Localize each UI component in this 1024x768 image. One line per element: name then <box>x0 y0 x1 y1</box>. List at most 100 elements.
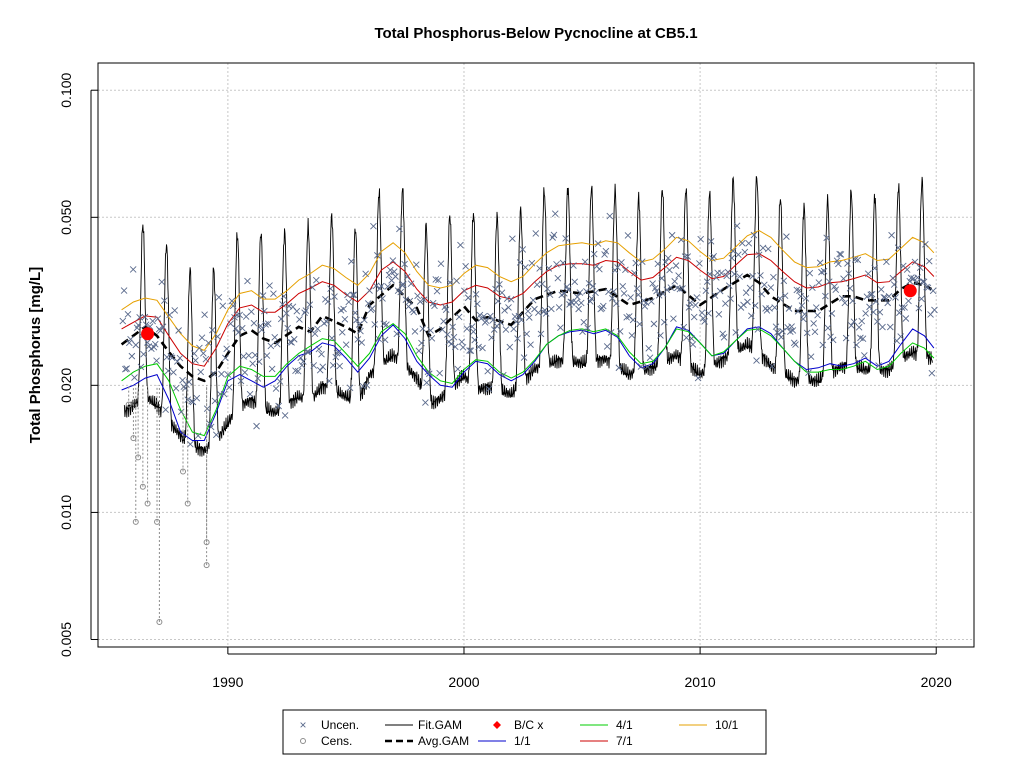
uncensored-point <box>198 334 206 341</box>
uncensored-point <box>918 295 925 303</box>
uncensored-point <box>122 365 129 373</box>
uncensored-point <box>537 330 545 338</box>
uncensored-point <box>799 315 807 323</box>
uncensored-point <box>199 349 207 357</box>
uncensored-point <box>668 231 676 239</box>
legend-d11-label: 1/1 <box>514 734 531 748</box>
series-fit-gam-line <box>123 175 933 457</box>
uncensored-point <box>898 304 906 311</box>
uncensored-point <box>744 298 751 306</box>
uncensored-point <box>624 232 632 239</box>
uncensored-point <box>610 288 618 295</box>
uncensored-point <box>627 294 634 301</box>
uncensored-point <box>248 308 255 315</box>
uncensored-point <box>532 230 540 237</box>
uncensored-point <box>884 299 892 307</box>
uncensored-point <box>731 270 738 278</box>
y-axis-label: Total Phosphorus [mg/L] <box>27 267 44 443</box>
uncensored-point <box>303 348 311 356</box>
uncensored-point <box>393 330 401 338</box>
uncensored-point <box>792 341 799 348</box>
uncensored-point <box>446 279 454 286</box>
uncensored-point <box>807 353 815 360</box>
uncensored-point <box>346 384 354 392</box>
uncensored-point <box>254 375 262 382</box>
uncensored-point <box>781 292 789 300</box>
uncensored-point <box>279 300 286 308</box>
uncensored-point <box>172 384 180 392</box>
uncensored-point <box>423 379 430 387</box>
uncensored-point <box>858 317 866 325</box>
uncensored-point <box>722 300 729 307</box>
uncensored-point <box>287 338 294 346</box>
uncensored-point <box>127 335 134 343</box>
uncensored-point <box>810 320 817 327</box>
uncensored-point <box>811 328 819 336</box>
uncensored-point <box>716 287 724 295</box>
uncensored-point <box>476 311 484 319</box>
uncensored-point <box>815 279 823 286</box>
uncensored-point <box>701 318 708 325</box>
uncensored-point <box>171 307 179 314</box>
uncensored-point <box>238 324 246 332</box>
uncensored-point <box>749 272 756 280</box>
censored-point <box>203 562 210 569</box>
uncensored-point <box>414 292 421 300</box>
uncensored-point <box>702 287 710 294</box>
uncensored-point <box>440 318 447 325</box>
uncensored-point <box>855 324 863 331</box>
uncensored-point <box>453 277 460 285</box>
uncensored-point <box>492 285 499 293</box>
uncensored-point <box>315 345 323 353</box>
uncensored-point <box>607 329 615 336</box>
uncensored-point <box>816 259 824 267</box>
uncensored-point <box>793 286 801 294</box>
uncensored-point <box>381 336 389 344</box>
uncensored-point <box>136 313 143 321</box>
legend-d101-label: 10/1 <box>715 718 739 732</box>
uncensored-point <box>161 297 168 304</box>
uncensored-point <box>212 431 220 439</box>
uncensored-point <box>633 285 641 292</box>
uncensored-point <box>848 322 855 329</box>
point-layer <box>119 210 938 626</box>
uncensored-point <box>335 348 342 356</box>
uncensored-point <box>197 368 205 376</box>
uncensored-point <box>490 326 498 333</box>
axis-layer: 1990 2000 2010 2020 0.005 0.010 0.020 0.050 0.10… <box>58 72 952 690</box>
uncensored-point <box>670 315 677 322</box>
uncensored-point <box>753 357 760 364</box>
uncensored-point <box>377 282 385 290</box>
uncensored-point <box>657 332 664 339</box>
uncensored-point <box>835 260 842 268</box>
uncensored-point <box>594 240 602 247</box>
uncensored-point <box>222 354 229 362</box>
uncensored-point <box>870 308 877 316</box>
uncensored-point <box>218 370 225 378</box>
uncensored-point <box>483 317 490 325</box>
uncensored-point <box>259 292 267 299</box>
uncensored-point <box>174 358 181 365</box>
uncensored-point <box>354 336 362 343</box>
bc-marker <box>141 327 155 341</box>
uncensored-point <box>629 316 637 324</box>
uncensored-point <box>240 353 247 360</box>
uncensored-point <box>502 326 510 333</box>
uncensored-point <box>366 287 373 294</box>
uncensored-point <box>809 284 816 292</box>
uncensored-point <box>903 266 911 273</box>
uncensored-point <box>220 390 228 398</box>
uncensored-point <box>805 369 812 376</box>
uncensored-point <box>187 440 194 448</box>
uncensored-point <box>486 312 494 320</box>
uncensored-point <box>137 363 145 371</box>
uncensored-point <box>550 231 558 239</box>
uncensored-point <box>776 295 784 302</box>
uncensored-point <box>425 370 433 378</box>
uncensored-point <box>789 327 797 334</box>
legend-uncen-label: Uncen. <box>321 718 359 732</box>
uncensored-point <box>861 352 868 359</box>
uncensored-point <box>612 300 620 307</box>
uncensored-point <box>732 329 740 336</box>
